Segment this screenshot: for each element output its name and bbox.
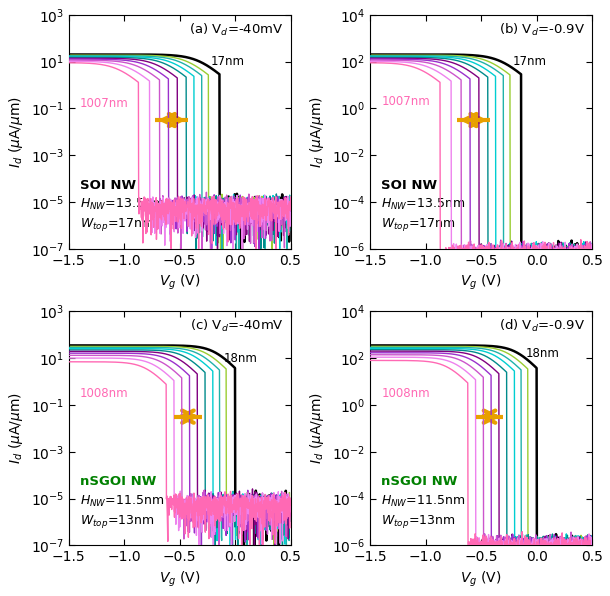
Text: $W_{top}$=17nm: $W_{top}$=17nm xyxy=(80,216,154,233)
Text: (b) V$_d$=-0.9V: (b) V$_d$=-0.9V xyxy=(499,22,586,38)
Text: $H_{NW}$=11.5nm: $H_{NW}$=11.5nm xyxy=(80,494,164,509)
Text: 1008nm: 1008nm xyxy=(80,387,129,400)
Text: $W_{top}$=13nm: $W_{top}$=13nm xyxy=(80,513,154,530)
Text: (d) V$_d$=-0.9V: (d) V$_d$=-0.9V xyxy=(499,318,586,334)
Text: 1008nm: 1008nm xyxy=(381,387,430,400)
Y-axis label: $I_d$ ($\mu$A/$\mu$m): $I_d$ ($\mu$A/$\mu$m) xyxy=(7,392,25,464)
Text: $H_{NW}$=13.5nm: $H_{NW}$=13.5nm xyxy=(80,197,164,212)
Y-axis label: $I_d$ ($\mu$A/$\mu$m): $I_d$ ($\mu$A/$\mu$m) xyxy=(7,96,25,167)
X-axis label: $V_g$ (V): $V_g$ (V) xyxy=(461,570,502,589)
Text: 1007nm: 1007nm xyxy=(381,95,430,108)
Text: SOI NW: SOI NW xyxy=(381,179,437,191)
Text: 17nm: 17nm xyxy=(210,55,245,68)
Text: 1007nm: 1007nm xyxy=(80,97,129,110)
Text: $H_{NW}$=13.5nm: $H_{NW}$=13.5nm xyxy=(381,197,465,212)
Text: $W_{top}$=17nm: $W_{top}$=17nm xyxy=(381,216,456,233)
Text: (a) V$_d$=-40mV: (a) V$_d$=-40mV xyxy=(189,22,284,38)
Text: $W_{top}$=13nm: $W_{top}$=13nm xyxy=(381,513,456,530)
X-axis label: $V_g$ (V): $V_g$ (V) xyxy=(159,570,201,589)
Text: 17nm: 17nm xyxy=(512,55,547,68)
Y-axis label: $I_d$ ($\mu$A/$\mu$m): $I_d$ ($\mu$A/$\mu$m) xyxy=(309,392,326,464)
Text: 18nm: 18nm xyxy=(224,352,258,365)
Text: (c) V$_d$=-40mV: (c) V$_d$=-40mV xyxy=(190,318,284,334)
X-axis label: $V_g$ (V): $V_g$ (V) xyxy=(461,273,502,293)
Y-axis label: $I_d$ ($\mu$A/$\mu$m): $I_d$ ($\mu$A/$\mu$m) xyxy=(309,96,326,167)
X-axis label: $V_g$ (V): $V_g$ (V) xyxy=(159,273,201,293)
Text: 18nm: 18nm xyxy=(526,347,559,360)
Text: SOI NW: SOI NW xyxy=(80,179,136,191)
Text: $H_{NW}$=11.5nm: $H_{NW}$=11.5nm xyxy=(381,494,465,509)
Text: nSGOI NW: nSGOI NW xyxy=(381,475,458,488)
Text: nSGOI NW: nSGOI NW xyxy=(80,475,156,488)
